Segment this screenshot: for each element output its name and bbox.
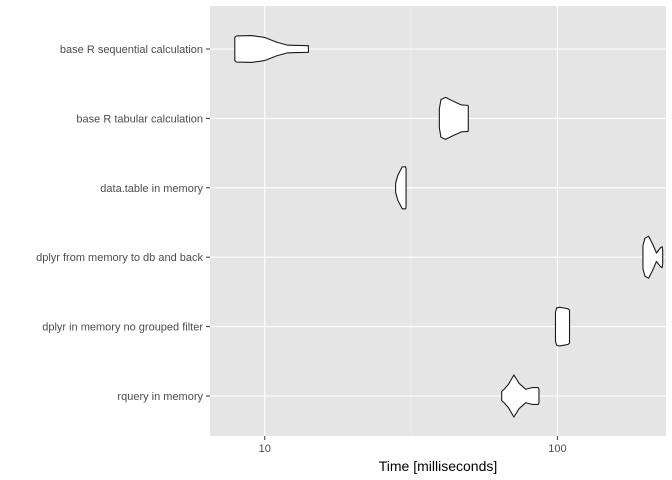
x-axis: 10 100 (259, 436, 567, 455)
y-tick-label: dplyr from memory to db and back (36, 252, 203, 264)
violins (234, 35, 664, 418)
plot-panel (210, 6, 666, 436)
violin (501, 374, 540, 418)
violin (554, 306, 571, 347)
violin (438, 96, 469, 140)
y-tick-label: dplyr in memory no grouped filter (42, 322, 203, 334)
y-tick-label: rquery in memory (117, 391, 203, 403)
x-tick-label: 10 (259, 443, 271, 455)
violin (395, 166, 407, 210)
violin (234, 35, 309, 63)
violin (642, 235, 664, 279)
y-axis: base R sequential calculation base R tabu… (36, 44, 210, 403)
x-axis-title: Time [milliseconds] (379, 458, 498, 474)
y-tick-label: base R tabular calculation (76, 113, 203, 125)
y-tick-label: data.table in memory (100, 183, 203, 195)
x-tick-label: 100 (548, 443, 566, 455)
y-tick-label: base R sequential calculation (60, 44, 203, 56)
